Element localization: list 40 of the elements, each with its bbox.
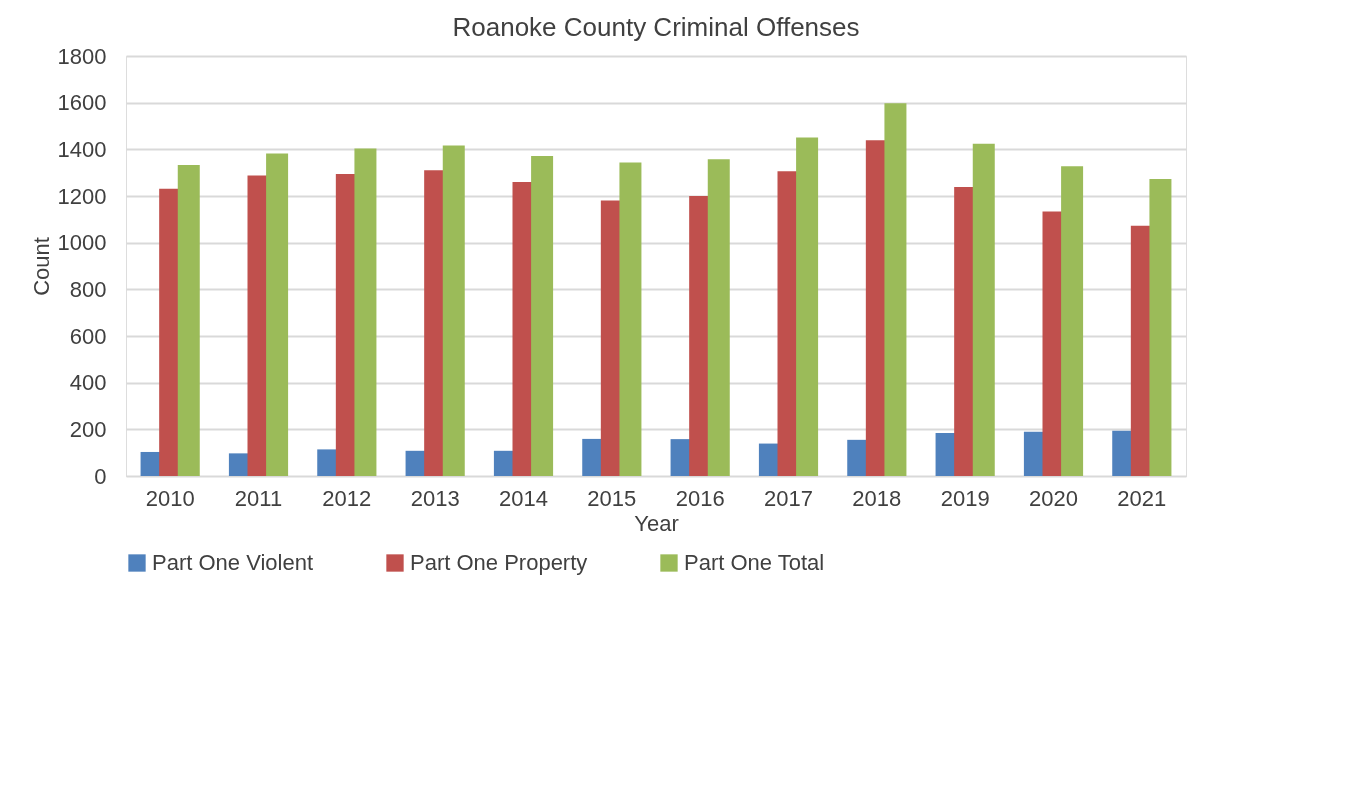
bar	[884, 103, 907, 476]
bar	[177, 164, 200, 476]
legend-label: Part One Property	[410, 550, 588, 575]
x-tick-label: 2015	[587, 485, 637, 511]
bar	[531, 156, 554, 476]
y-axis-title: Count	[28, 237, 54, 296]
x-tick-label: 2012	[322, 485, 372, 511]
x-tick-label: 2019	[940, 485, 990, 511]
x-tick-label: 2021	[1117, 485, 1167, 511]
y-tick-label: 1000	[57, 230, 107, 256]
y-tick-label: 1400	[57, 136, 107, 162]
bar	[796, 137, 819, 476]
y-tick-label: 1600	[57, 90, 107, 116]
bar	[442, 145, 465, 476]
x-tick-label: 2016	[675, 485, 725, 511]
x-tick-label: 2017	[764, 485, 813, 511]
bar	[972, 143, 995, 476]
chart-title: Roanoke County Criminal Offenses	[452, 12, 860, 42]
bar	[266, 153, 289, 476]
y-tick-label: 400	[69, 370, 107, 396]
y-tick-label: 200	[69, 416, 107, 442]
x-tick-label: 2011	[234, 485, 283, 511]
y-tick-label: 0	[94, 463, 107, 489]
bar	[1149, 178, 1172, 476]
x-tick-label: 2014	[499, 485, 548, 511]
legend-label: Part One Total	[684, 550, 825, 575]
y-tick-label: 1800	[57, 43, 107, 69]
y-tick-label: 600	[69, 323, 107, 349]
x-tick-label: 2018	[852, 485, 902, 511]
y-tick-label: 800	[69, 276, 107, 302]
x-tick-label: 2013	[410, 485, 460, 511]
bar	[619, 162, 642, 476]
bar	[707, 159, 730, 476]
bar	[354, 148, 377, 476]
y-tick-label: 1200	[57, 183, 107, 209]
bar	[1061, 166, 1084, 476]
x-tick-label: 2020	[1029, 485, 1078, 511]
legend-label: Part One Violent	[152, 550, 314, 575]
x-tick-label: 2010	[145, 485, 195, 511]
x-axis-title: Year	[634, 510, 679, 536]
